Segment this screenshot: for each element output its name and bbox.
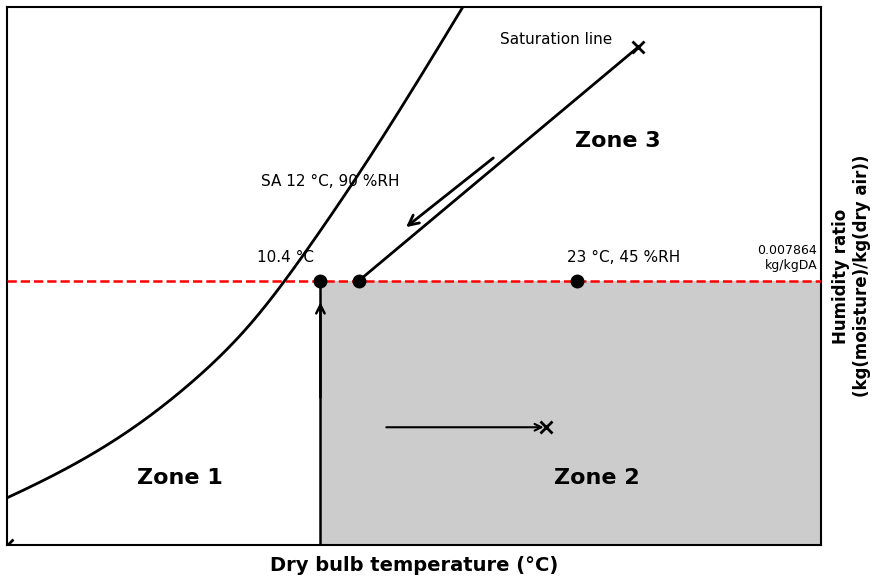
Text: Saturation line: Saturation line (500, 32, 612, 47)
Text: Zone 1: Zone 1 (137, 468, 223, 488)
Text: 10.4 °C: 10.4 °C (257, 250, 314, 265)
Bar (320, 281, 820, 545)
Text: Zone 3: Zone 3 (574, 132, 660, 151)
Text: 23 °C, 45 %RH: 23 °C, 45 %RH (566, 250, 679, 265)
Text: 0.007864
kg/kgDA: 0.007864 kg/kgDA (757, 244, 816, 272)
Text: SA 12 °C, 90 %RH: SA 12 °C, 90 %RH (261, 173, 399, 189)
X-axis label: Dry bulb temperature (°C): Dry bulb temperature (°C) (269, 556, 558, 575)
Bar (7, 281, 320, 545)
Y-axis label: Humidity ratio
(kg(moisture)/kg(dry air)): Humidity ratio (kg(moisture)/kg(dry air)… (831, 155, 870, 397)
Text: Zone 2: Zone 2 (553, 468, 639, 488)
